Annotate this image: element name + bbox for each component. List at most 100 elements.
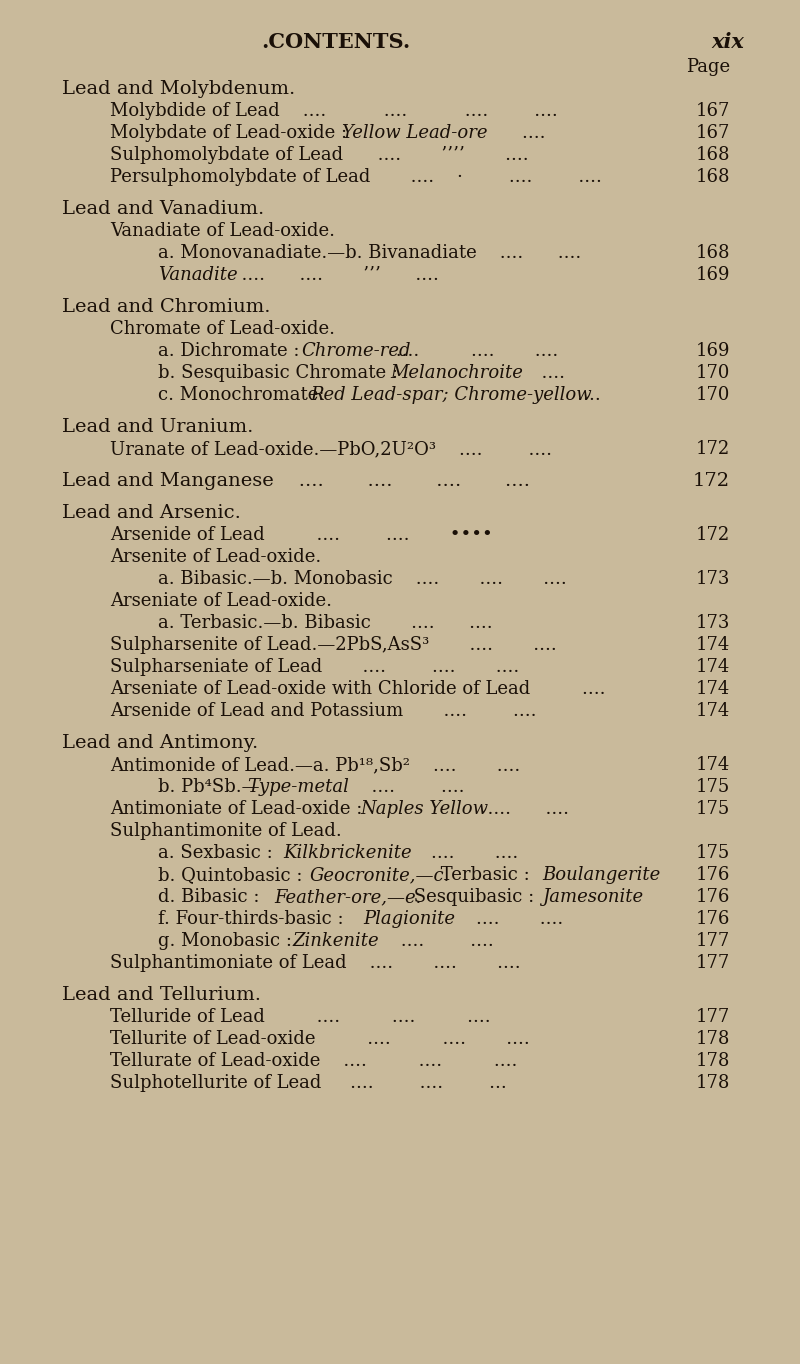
Text: Sulphotellurite of Lead     ....        ....        ...: Sulphotellurite of Lead .... .... ... [110, 1073, 518, 1093]
Text: Lead and Molybdenum.: Lead and Molybdenum. [62, 80, 295, 98]
Text: ....        ....: .... .... [337, 777, 476, 797]
Text: Sulphantimoniate of Lead    ....       ....       ....: Sulphantimoniate of Lead .... .... .... [110, 953, 532, 973]
Text: a. Bibasic.—b. Monobasic    ....       ....       ....: a. Bibasic.—b. Monobasic .... .... .... [158, 570, 578, 588]
Text: ....       ....: .... .... [408, 844, 530, 862]
Text: 172: 172 [696, 527, 730, 544]
Text: 168: 168 [695, 146, 730, 164]
Text: Antimonide of Lead.—a. Pb¹⁸,Sb²    ....       ....: Antimonide of Lead.—a. Pb¹⁸,Sb² .... ...… [110, 756, 532, 773]
Text: ....      ....       ’’’      ....: .... .... ’’’ .... [230, 266, 450, 284]
Text: ....: .... [506, 364, 576, 382]
Text: Lead and Uranium.: Lead and Uranium. [62, 417, 254, 436]
Text: Arseniate of Lead-oxide with Chloride of Lead         ....: Arseniate of Lead-oxide with Chloride of… [110, 681, 617, 698]
Text: Telluride of Lead         ....         ....         ....: Telluride of Lead .... .... .... [110, 1008, 502, 1026]
Text: 172: 172 [696, 441, 730, 458]
Text: Melanochroite: Melanochroite [390, 364, 523, 382]
Text: 173: 173 [696, 614, 730, 632]
Text: ....      ....: .... .... [477, 801, 581, 818]
Text: Persulphomolybdate of Lead       ....    ·        ....        ....: Persulphomolybdate of Lead .... · .... .… [110, 168, 614, 186]
Text: Sulpharsenite of Lead.—2PbS,AsS³       ....       ....: Sulpharsenite of Lead.—2PbS,AsS³ .... ..… [110, 636, 568, 653]
Text: 176: 176 [696, 888, 730, 906]
Text: Geocronite,—c.: Geocronite,—c. [310, 866, 450, 884]
Text: ....        ....: .... .... [373, 932, 506, 949]
Text: b. Pb⁴Sb.—: b. Pb⁴Sb.— [158, 777, 259, 797]
Text: a. Terbasic.—b. Bibasic       ....      ....: a. Terbasic.—b. Bibasic .... .... [158, 614, 504, 632]
Text: 174: 174 [696, 681, 730, 698]
Text: f. Four-thirds-basic :: f. Four-thirds-basic : [158, 910, 350, 928]
Text: Lead and Arsenic.: Lead and Arsenic. [62, 505, 241, 522]
Text: Red Lead-spar; Chrome-yellow: Red Lead-spar; Chrome-yellow [310, 386, 591, 404]
Text: Sulpharseniate of Lead       ....        ....       ....: Sulpharseniate of Lead .... .... .... [110, 657, 530, 677]
Text: Uranate of Lead-oxide.—PbO,2U²O³    ....        ....: Uranate of Lead-oxide.—PbO,2U²O³ .... ..… [110, 441, 563, 458]
Text: b. Sesquibasic Chromate :: b. Sesquibasic Chromate : [158, 364, 404, 382]
Text: 174: 174 [696, 756, 730, 773]
Text: Tellurite of Lead-oxide         ....         ....       ....: Tellurite of Lead-oxide .... .... .... [110, 1030, 542, 1048]
Text: ....: .... [560, 386, 613, 404]
Text: Tellurate of Lead-oxide    ....         ....         ....: Tellurate of Lead-oxide .... .... .... [110, 1052, 529, 1069]
Text: 170: 170 [696, 386, 730, 404]
Text: 167: 167 [696, 124, 730, 142]
Text: ....: .... [477, 124, 569, 142]
Text: Lead and Chromium.: Lead and Chromium. [62, 297, 270, 316]
Text: ....       ....: .... .... [453, 910, 574, 928]
Text: a. Dichromate :: a. Dichromate : [158, 342, 306, 360]
Text: 168: 168 [695, 168, 730, 186]
Text: 172: 172 [693, 472, 730, 490]
Text: ....         ....       ....: .... .... .... [390, 342, 570, 360]
Text: 176: 176 [696, 910, 730, 928]
Text: g. Monobasic :: g. Monobasic : [158, 932, 298, 949]
Text: 169: 169 [695, 342, 730, 360]
Text: Arseniate of Lead-oxide.: Arseniate of Lead-oxide. [110, 592, 332, 610]
Text: 174: 174 [696, 636, 730, 653]
Text: 167: 167 [696, 102, 730, 120]
Text: 174: 174 [696, 702, 730, 720]
Text: 177: 177 [696, 932, 730, 949]
Text: Terbasic :: Terbasic : [435, 866, 535, 884]
Text: Page: Page [686, 59, 730, 76]
Text: Sesquibasic :: Sesquibasic : [408, 888, 540, 906]
Text: Arsenide of Lead         ....        ....       ••••: Arsenide of Lead .... .... •••• [110, 527, 504, 544]
Text: b. Quintobasic :: b. Quintobasic : [158, 866, 308, 884]
Text: Vanadiate of Lead-oxide.: Vanadiate of Lead-oxide. [110, 222, 335, 240]
Text: Chromate of Lead-oxide.: Chromate of Lead-oxide. [110, 321, 335, 338]
Text: Arsenite of Lead-oxide.: Arsenite of Lead-oxide. [110, 548, 322, 566]
Text: 174: 174 [696, 657, 730, 677]
Text: Lead and Vanadium.: Lead and Vanadium. [62, 201, 264, 218]
Text: 178: 178 [696, 1030, 730, 1048]
Text: Chrome-red: Chrome-red [301, 342, 410, 360]
Text: Kilkbrickenite: Kilkbrickenite [283, 844, 412, 862]
Text: Naples Yellow: Naples Yellow [360, 801, 488, 818]
Text: Boulangerite: Boulangerite [542, 866, 661, 884]
Text: 176: 176 [696, 866, 730, 884]
Text: 178: 178 [696, 1073, 730, 1093]
Text: 177: 177 [696, 953, 730, 973]
Text: 175: 175 [696, 777, 730, 797]
Text: d. Bibasic :: d. Bibasic : [158, 888, 266, 906]
Text: Lead and Antimony.: Lead and Antimony. [62, 734, 258, 752]
Text: Type-metal: Type-metal [247, 777, 350, 797]
Text: c. Monochromate:: c. Monochromate: [158, 386, 330, 404]
Text: a. Sexbasic :: a. Sexbasic : [158, 844, 278, 862]
Text: Vanadite: Vanadite [158, 266, 238, 284]
Text: Arsenide of Lead and Potassium       ....        ....: Arsenide of Lead and Potassium .... .... [110, 702, 548, 720]
Text: .CONTENTS.: .CONTENTS. [262, 31, 410, 52]
Text: Sulphantimonite of Lead.: Sulphantimonite of Lead. [110, 822, 342, 840]
Text: Feather-ore,—e.: Feather-ore,—e. [274, 888, 422, 906]
Text: 177: 177 [696, 1008, 730, 1026]
Text: Molybdate of Lead-oxide :: Molybdate of Lead-oxide : [110, 124, 353, 142]
Text: xix: xix [711, 31, 745, 52]
Text: Sulphomolybdate of Lead      ....       ’’’’       ....: Sulphomolybdate of Lead .... ’’’’ .... [110, 146, 540, 164]
Text: 175: 175 [696, 801, 730, 818]
Text: 170: 170 [696, 364, 730, 382]
Text: Zinkenite: Zinkenite [292, 932, 378, 949]
Text: Plagionite: Plagionite [363, 910, 455, 928]
Text: 168: 168 [695, 244, 730, 262]
Text: Lead and Tellurium.: Lead and Tellurium. [62, 986, 261, 1004]
Text: 178: 178 [696, 1052, 730, 1069]
Text: a. Monovanadiate.—b. Bivanadiate    ....      ....: a. Monovanadiate.—b. Bivanadiate .... ..… [158, 244, 593, 262]
Text: 175: 175 [696, 844, 730, 862]
Text: 173: 173 [696, 570, 730, 588]
Text: Lead and Manganese    ....       ....       ....       ....: Lead and Manganese .... .... .... .... [62, 472, 542, 490]
Text: Molybdide of Lead    ....          ....          ....        ....: Molybdide of Lead .... .... .... .... [110, 102, 570, 120]
Text: Yellow Lead-ore: Yellow Lead-ore [342, 124, 488, 142]
Text: Jamesonite: Jamesonite [542, 888, 643, 906]
